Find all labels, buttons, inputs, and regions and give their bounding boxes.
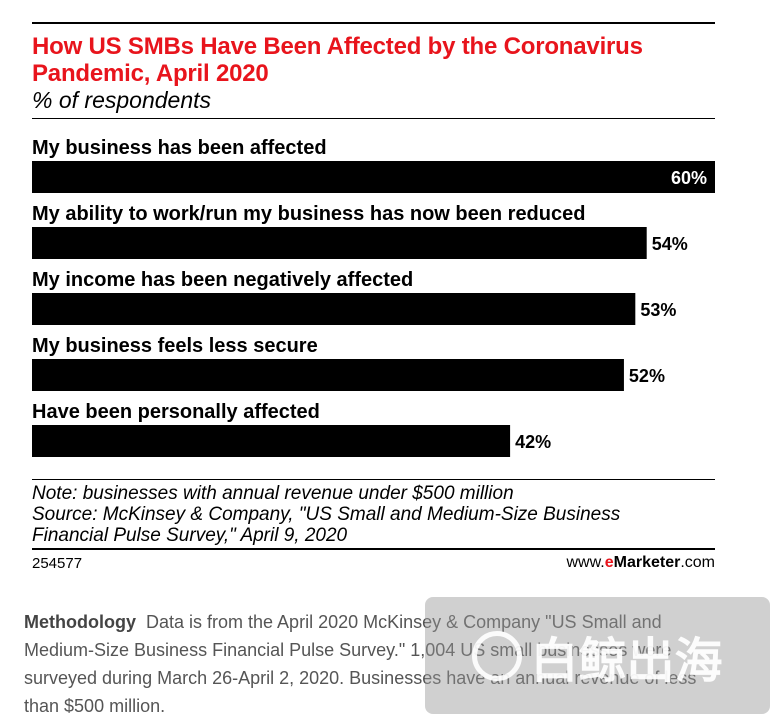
- bottom-rule: [32, 548, 715, 550]
- chart-title: How US SMBs Have Been Affected by the Co…: [32, 33, 643, 87]
- brand-prefix: www.: [566, 554, 605, 571]
- watermark-logo-icon: [472, 630, 523, 681]
- watermark-text: 白鲸出海: [530, 632, 723, 689]
- category-label: My business feels less secure: [32, 335, 318, 357]
- title-rule: [32, 118, 715, 119]
- bar: [32, 293, 636, 325]
- brand-suffix: .com: [680, 554, 715, 571]
- watermark-overlay: 白鲸出海: [425, 597, 770, 714]
- emarketer-link[interactable]: www.eMarketer.com: [566, 554, 715, 572]
- note-rule: [32, 479, 715, 480]
- methodology-heading: Methodology: [24, 612, 136, 632]
- value-label: 60%: [671, 168, 707, 188]
- source-line: Source: McKinsey & Company, "US Small an…: [32, 504, 621, 525]
- source-line-cont: Financial Pulse Survey," April 9, 2020: [32, 525, 348, 546]
- bar: [32, 161, 715, 193]
- value-label: 54%: [652, 234, 688, 254]
- category-label: My business has been affected: [32, 137, 327, 159]
- chart-id: 254577: [32, 555, 83, 572]
- bar: [32, 227, 647, 259]
- category-label: Have been personally affected: [32, 401, 320, 423]
- bar-chart: My business has been affected 60% My abili…: [32, 137, 715, 457]
- category-label: My ability to work/run my business has n…: [32, 203, 585, 225]
- bar: [32, 425, 511, 457]
- category-label: My income has been negatively affected: [32, 269, 413, 291]
- value-label: 53%: [640, 300, 676, 320]
- value-label: 42%: [515, 432, 551, 452]
- brand-e: e: [604, 554, 614, 571]
- brand-name: Marketer: [613, 554, 681, 571]
- top-rule: [32, 22, 715, 24]
- chart-subtitle: % of respondents: [32, 87, 212, 113]
- note-line: Note: businesses with annual revenue und…: [32, 483, 514, 504]
- chart-note: Note: businesses with annual revenue und…: [32, 483, 732, 546]
- value-label: 52%: [629, 366, 665, 386]
- bar: [32, 359, 624, 391]
